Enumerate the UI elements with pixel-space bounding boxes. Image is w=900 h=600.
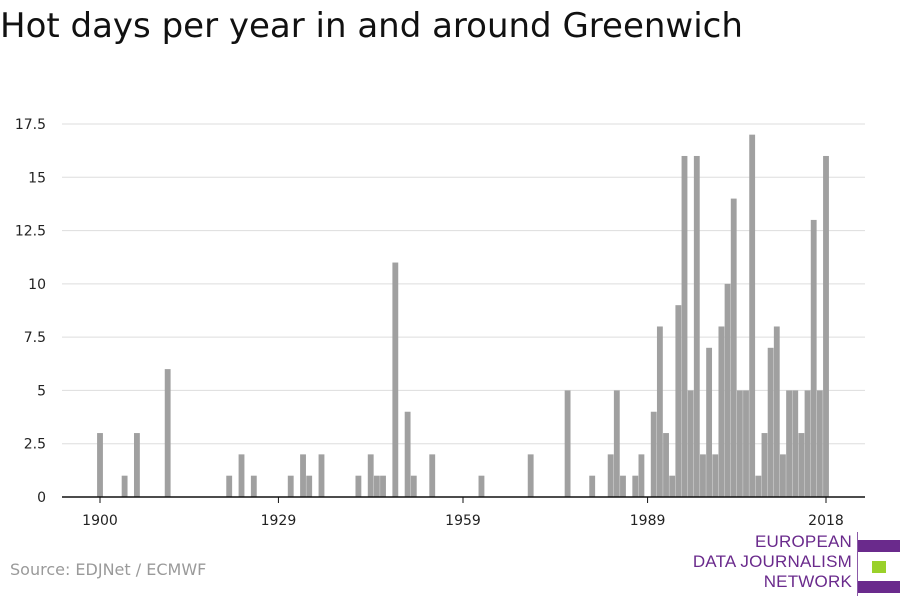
bar (810, 219, 817, 497)
logo-bar-1 (858, 540, 900, 552)
bar (121, 475, 128, 497)
bar (613, 390, 620, 497)
bar (681, 155, 688, 497)
bar (380, 475, 386, 497)
bar (429, 454, 436, 497)
y-tick-label: 2.5 (24, 437, 46, 453)
bar (318, 454, 325, 497)
bar (736, 390, 743, 497)
bar (706, 347, 713, 497)
bar (226, 475, 233, 497)
logo-bar-3 (858, 581, 900, 593)
bar (773, 326, 780, 497)
bar (300, 454, 306, 497)
x-tick-label: 1929 (261, 513, 297, 529)
bar (355, 475, 362, 497)
bar (306, 475, 313, 497)
bar (392, 262, 399, 497)
bar (730, 198, 737, 497)
bar (620, 475, 626, 497)
bar (700, 454, 706, 497)
bar (650, 411, 657, 497)
bar (478, 475, 485, 497)
logo-divider (857, 532, 858, 596)
y-tick-label: 0 (37, 490, 46, 506)
bar (164, 369, 171, 497)
x-tick-label: 1900 (82, 513, 118, 529)
x-tick-label: 1989 (630, 513, 666, 529)
y-tick-label: 17.5 (15, 117, 46, 133)
bar (749, 134, 756, 497)
chart-title: Hot days per year in and around Greenwic… (0, 6, 743, 46)
bar (373, 475, 380, 497)
bar (250, 475, 257, 497)
bar (755, 475, 762, 497)
bar (743, 390, 749, 497)
gridlines (62, 123, 865, 445)
bar (404, 411, 411, 497)
edjnet-logo: EUROPEAN DATA JOURNALISM NETWORK (693, 532, 900, 596)
bar (133, 433, 140, 497)
logo-line-1: EUROPEAN (754, 532, 852, 551)
logo-text: EUROPEAN DATA JOURNALISM NETWORK (693, 532, 852, 592)
bar (693, 155, 700, 497)
y-tick-label: 5 (37, 383, 46, 399)
bar (798, 433, 805, 497)
bar (675, 305, 682, 497)
bar (816, 390, 823, 497)
y-axis-labels: 0 2.5 5 7.5 10 12.5 15 17.5 (15, 117, 46, 506)
bar (823, 155, 829, 497)
bar (712, 454, 719, 497)
bar (632, 475, 639, 497)
bar (287, 475, 294, 497)
bar (638, 454, 645, 497)
bar (767, 347, 774, 497)
bar (669, 475, 676, 497)
bars (97, 134, 829, 497)
bar (97, 433, 103, 497)
y-tick-label: 10 (28, 277, 46, 293)
logo-bar-2 (872, 561, 886, 573)
bar (663, 433, 669, 497)
bar (564, 390, 571, 497)
y-tick-label: 12.5 (15, 224, 46, 240)
bar (780, 454, 786, 497)
bar (718, 326, 725, 497)
source-note: Source: EDJNet / ECMWF (10, 560, 207, 579)
logo-line-2: DATA JOURNALISM (692, 552, 852, 571)
logo-line-3: NETWORK (763, 572, 852, 591)
bar (410, 475, 417, 497)
bar (724, 283, 731, 497)
y-tick-label: 7.5 (24, 330, 46, 346)
bar (607, 454, 614, 497)
bar (792, 390, 799, 497)
bar (656, 326, 663, 497)
bar (238, 454, 245, 497)
y-tick-label: 15 (28, 170, 46, 186)
bar (786, 390, 793, 497)
bar (804, 390, 811, 497)
x-tick-label: 2018 (808, 513, 844, 529)
bar (367, 454, 374, 497)
x-axis: 1900 1929 1959 1989 2018 (62, 496, 865, 529)
x-tick-label: 1959 (445, 513, 481, 529)
bar (687, 390, 694, 497)
bar (589, 475, 596, 497)
bar (761, 433, 768, 497)
bar (527, 454, 534, 497)
